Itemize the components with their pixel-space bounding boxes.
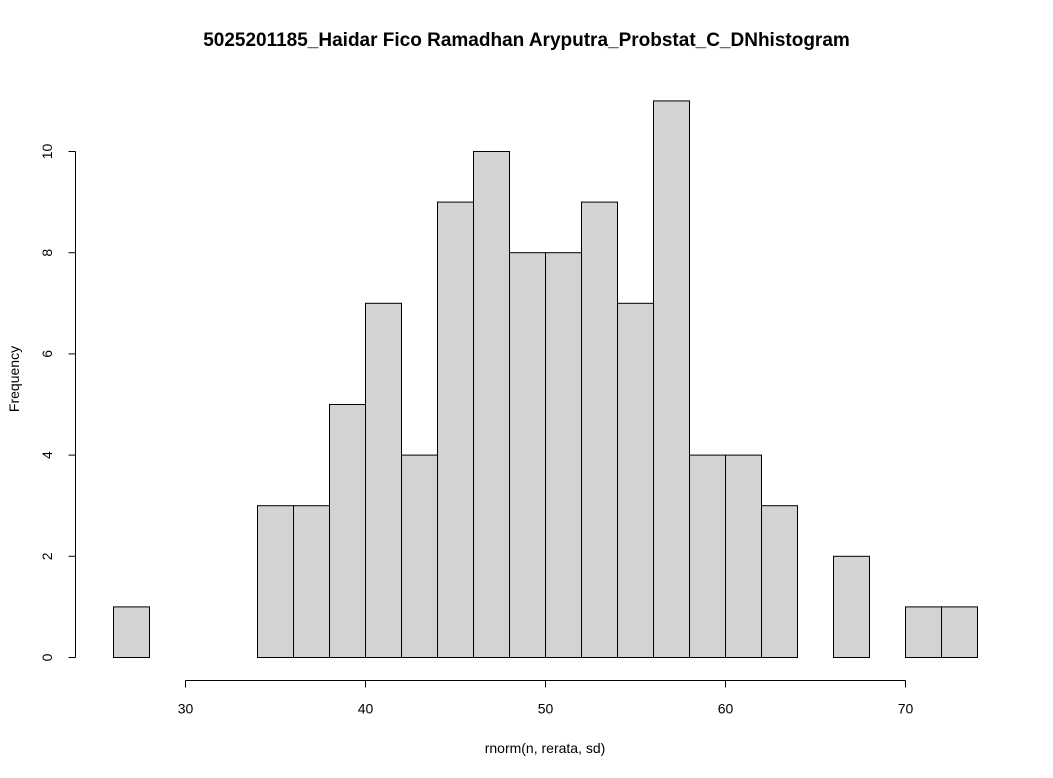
histogram-bar (833, 555, 870, 658)
x-tick-label: 70 (898, 701, 914, 717)
x-tick-label: 30 (178, 701, 194, 717)
y-tick-label: 6 (39, 350, 55, 358)
histogram-bar (365, 302, 402, 658)
histogram-bar (509, 252, 546, 658)
histogram-bar (725, 454, 762, 658)
histogram-bar (293, 505, 330, 659)
histogram-bar (437, 201, 474, 658)
histogram-bar (329, 404, 366, 658)
y-axis-label: Frequency (6, 345, 22, 413)
y-tick-label: 2 (39, 552, 55, 560)
histogram-bar (653, 100, 690, 658)
y-tick-label: 10 (39, 144, 55, 160)
y-tick-label: 8 (39, 249, 55, 257)
histogram-bar (545, 252, 582, 658)
histogram-bar (905, 606, 942, 659)
y-tick-label: 0 (39, 653, 55, 661)
histogram-bar (617, 302, 654, 658)
y-tick-label: 4 (39, 451, 55, 459)
x-axis-label: rnorm(n, rerata, sd) (484, 740, 606, 756)
histogram-bar (581, 201, 618, 658)
chart-title: 5025201185_Haidar Fico Ramadhan Aryputra… (203, 30, 850, 51)
x-tick-label: 40 (358, 701, 374, 717)
histogram-bar (257, 505, 294, 659)
histogram-bar (473, 151, 510, 658)
histogram-bar (401, 454, 438, 658)
histogram-bar (689, 454, 726, 658)
histogram-bar (941, 606, 978, 659)
x-tick-label: 60 (718, 701, 734, 717)
x-tick-label: 50 (538, 701, 554, 717)
histogram-bar (761, 505, 798, 659)
histogram-bar (113, 606, 150, 659)
